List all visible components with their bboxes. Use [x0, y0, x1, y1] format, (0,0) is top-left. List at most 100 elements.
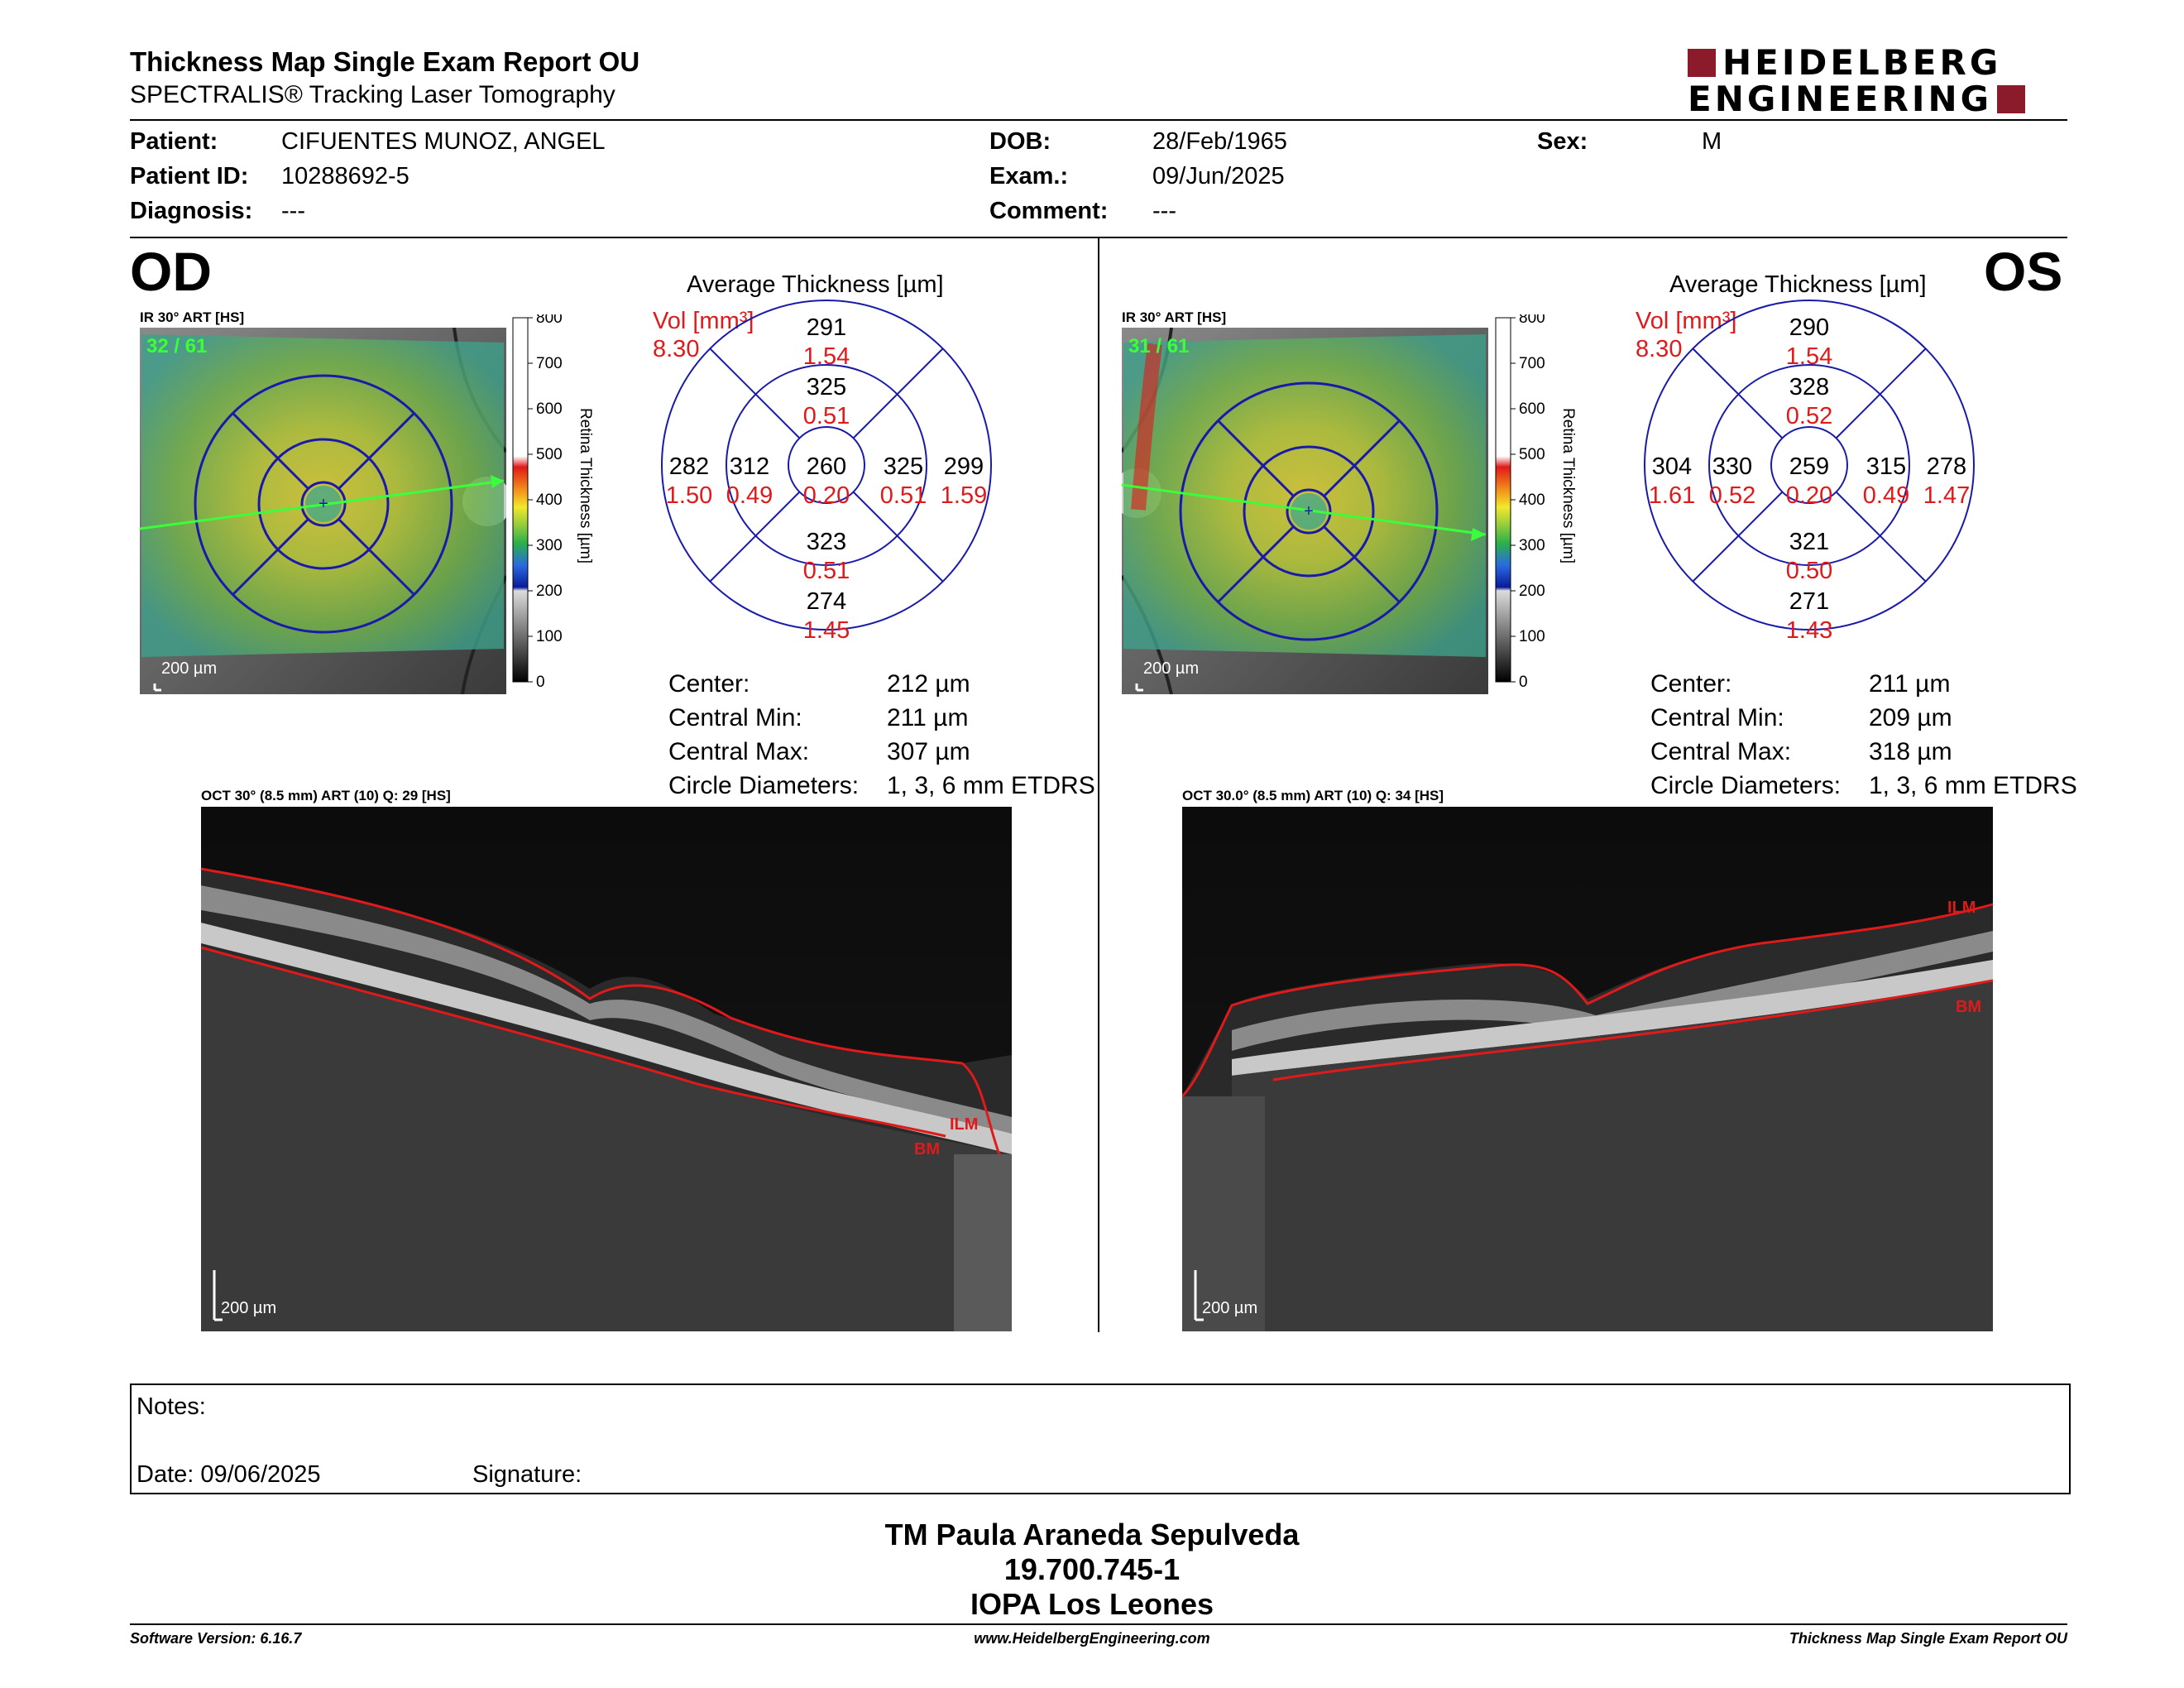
eye-divider: [1098, 238, 1099, 1332]
os-ilm-label: ILM: [1947, 899, 1976, 917]
od-colorbar-tick-label: 100: [536, 628, 563, 645]
os-inner-left-vol: 0.52: [1709, 482, 1755, 509]
os-inner-right-vol: 0.49: [1863, 482, 1909, 509]
od-inner-left-vol: 0.49: [726, 482, 773, 509]
od-colorbar-tick-label: 200: [536, 583, 563, 600]
header-divider: [130, 119, 2067, 121]
od-inner-sup-vol: 0.51: [803, 403, 850, 429]
od-colorbar-tick-label: 800: [536, 314, 563, 327]
os-colorbar-tick-label: 600: [1519, 400, 1545, 418]
od-inner-sup-thick: 325: [807, 374, 846, 400]
od-colorbar-tick-label: 500: [536, 446, 563, 463]
od-outer-right-thick: 299: [944, 453, 984, 480]
os-stat-label-0: Center:: [1650, 670, 1732, 698]
os-stat-value-3: 1, 3, 6 mm ETDRS: [1869, 772, 2077, 799]
od-inner-inf-thick: 323: [807, 529, 846, 555]
od-avg-title: Average Thickness [µm]: [687, 271, 944, 298]
notes-label: Notes:: [136, 1393, 206, 1420]
os-colorbar-tick-label: 100: [1519, 628, 1545, 645]
os-center-thick: 259: [1789, 453, 1829, 480]
os-colorbar-tick-label: 200: [1519, 583, 1545, 600]
dob-value: 28/Feb/1965: [1152, 128, 1287, 155]
od-oct-scan: ILM BM 200 µm: [201, 807, 1012, 1331]
od-stat-label-0: Center:: [668, 670, 750, 698]
os-stat-value-2: 318 µm: [1869, 738, 1952, 765]
od-oct-title: OCT 30° (8.5 mm) ART (10) Q: 29 [HS]: [201, 788, 451, 803]
os-colorbar-label: Retina Thickness [µm]: [1559, 408, 1577, 563]
os-outer-right-vol: 1.47: [1923, 482, 1970, 509]
os-inner-right-thick: 315: [1866, 453, 1906, 480]
os-stat-label-3: Circle Diameters:: [1650, 772, 1842, 799]
heidelberg-logo: HEIDELBERG ENGINEERING: [1688, 45, 2067, 117]
os-stat-value-0: 211 µm: [1869, 670, 1951, 698]
od-ir-title: IR 30° ART [HS]: [140, 309, 245, 325]
os-oct-scan: ILM BM 200 µm: [1182, 807, 1993, 1331]
os-colorbar: 800 700 600 500 400 300 200 100 0 Retina Thickne…: [1495, 314, 1577, 691]
logo-square-icon: [1688, 49, 1716, 77]
sex-value: M: [1702, 128, 1722, 155]
notes-box[interactable]: Notes: Date: 09/06/2025 Signature:: [130, 1383, 2071, 1494]
technician-name: TM Paula Araneda Sepulveda: [884, 1518, 1300, 1551]
comment-label: Comment:: [989, 198, 1109, 224]
signature-label: Signature:: [472, 1461, 582, 1488]
os-colorbar-tick-label: 300: [1519, 537, 1545, 554]
os-outer-left-thick: 304: [1652, 453, 1692, 480]
report-subtitle: SPECTRALIS® Tracking Laser Tomography: [130, 81, 615, 108]
patient-name: CIFUENTES MUNOZ, ANGEL: [281, 128, 606, 155]
od-ilm-label: ILM: [950, 1115, 978, 1134]
os-outer-inf-vol: 1.43: [1786, 617, 1832, 644]
od-vol-total: 8.30: [653, 336, 700, 362]
technician-id: 19.700.745-1: [1003, 1552, 1181, 1586]
od-colorbar-label: Retina Thickness [µm]: [577, 408, 594, 563]
od-outer-left-vol: 1.50: [666, 482, 712, 509]
os-etdrs-grid: 290 1.54 328 0.52 259 0.20 330 0.52 315 …: [1644, 300, 1975, 644]
os-vol-total: 8.30: [1636, 336, 1683, 362]
os-outer-sup-thick: 290: [1789, 314, 1829, 341]
od-stat-label-3: Circle Diameters:: [668, 772, 860, 799]
os-center-vol: 0.20: [1786, 482, 1832, 509]
os-ir-scale: 200 µm: [1143, 659, 1199, 678]
od-stat-value-0: 212 µm: [887, 670, 970, 698]
os-outer-inf-thick: 271: [1789, 588, 1829, 615]
patient-divider: [130, 237, 2067, 238]
os-stat-label-2: Central Max:: [1650, 738, 1792, 765]
od-colorbar-tick-label: 0: [536, 674, 545, 691]
patient-id-label: Patient ID:: [130, 163, 249, 189]
od-center-vol: 0.20: [803, 482, 850, 509]
od-stat-label-2: Central Max:: [668, 738, 810, 765]
os-bm-label: BM: [1956, 998, 1981, 1016]
footer-report-name: Thickness Map Single Exam Report OU: [1789, 1630, 2067, 1647]
os-scan-counter: 31 / 61: [1128, 335, 1189, 357]
report-title: Thickness Map Single Exam Report OU: [130, 46, 640, 77]
os-outer-sup-vol: 1.54: [1786, 343, 1832, 370]
od-oct-scale: 200 µm: [221, 1299, 276, 1317]
diagnosis-label: Diagnosis:: [130, 198, 253, 224]
od-bm-label: BM: [914, 1140, 940, 1158]
od-scan-counter: 32 / 61: [146, 335, 207, 357]
website-link[interactable]: www.HeidelbergEngineering.com: [974, 1630, 1210, 1647]
dob-label: DOB:: [989, 128, 1051, 155]
comment-value: ---: [1152, 198, 1176, 224]
os-colorbar-tick-label: 500: [1519, 446, 1545, 463]
os-stat-label-1: Central Min:: [1650, 704, 1784, 731]
os-avg-title: Average Thickness [µm]: [1669, 271, 1927, 298]
exam-value: 09/Jun/2025: [1152, 163, 1285, 189]
date-label: Date: 09/06/2025: [136, 1461, 321, 1488]
software-version: Software Version: 6.16.7: [130, 1630, 302, 1647]
od-outer-left-thick: 282: [669, 453, 709, 480]
os-outer-left-vol: 1.61: [1649, 482, 1695, 509]
od-outer-inf-thick: 274: [807, 588, 846, 615]
os-inner-sup-thick: 328: [1789, 374, 1829, 400]
od-vol-label: Vol [mm³]: [653, 308, 754, 334]
od-inner-right-vol: 0.51: [880, 482, 927, 509]
os-vol-label: Vol [mm³]: [1636, 308, 1737, 334]
footer-divider: [130, 1623, 2067, 1625]
patient-label: Patient:: [130, 128, 218, 155]
od-outer-sup-vol: 1.54: [803, 343, 850, 370]
od-fundus-map: + 32 / 61 200 µm: [140, 328, 506, 694]
exam-label: Exam.:: [989, 163, 1069, 189]
diagnosis-value: ---: [281, 198, 305, 224]
logo-line2: ENGINEERING: [1688, 79, 1993, 119]
os-inner-left-thick: 330: [1712, 453, 1752, 480]
od-colorbar-tick-label: 400: [536, 492, 563, 509]
